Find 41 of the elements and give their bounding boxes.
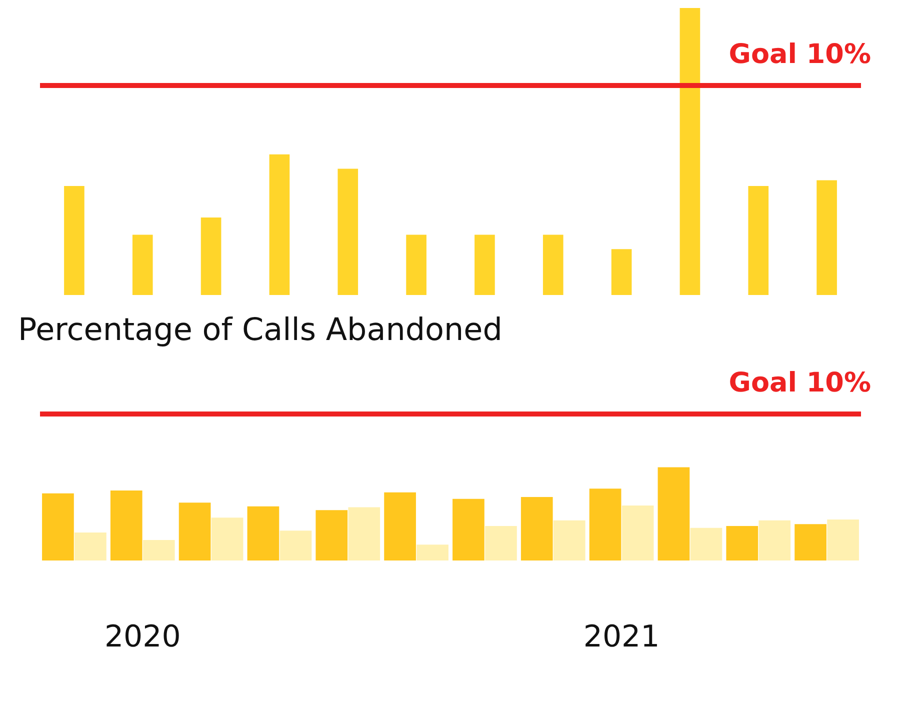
bar [816,180,837,295]
bar [64,186,84,295]
bar [42,493,74,560]
bar [748,186,769,295]
bar [416,544,448,560]
bar [269,154,290,295]
x-tick-label: 2020 [104,619,181,654]
bar [680,8,700,295]
ref-line-label: Goal 10% [728,39,871,70]
bar [794,524,826,560]
bar [200,218,222,295]
bar [827,519,859,560]
bar [485,526,517,560]
bar [658,467,690,560]
bar [348,507,380,560]
bar [474,234,495,295]
bar [520,497,553,560]
bar [758,520,791,560]
bar [542,234,564,295]
chart-title: Percentage of Calls Abandoned [17,311,504,350]
bar [316,510,348,560]
bar [452,498,484,560]
bar [611,249,632,295]
bar [247,506,280,560]
bar [589,488,622,560]
bar [406,234,426,295]
bar [553,520,586,560]
bar [622,505,654,560]
bar [211,518,244,560]
bar [384,492,416,560]
x-tick-label: 2021 [583,619,660,654]
bar [280,530,312,560]
bar [132,234,153,295]
bar [74,532,106,560]
ref-line-label: Goal 10% [728,368,871,399]
bar [142,540,175,560]
bar [178,502,211,560]
bar [110,490,142,560]
bar [690,528,722,560]
bar [726,526,758,560]
bar [338,168,358,295]
